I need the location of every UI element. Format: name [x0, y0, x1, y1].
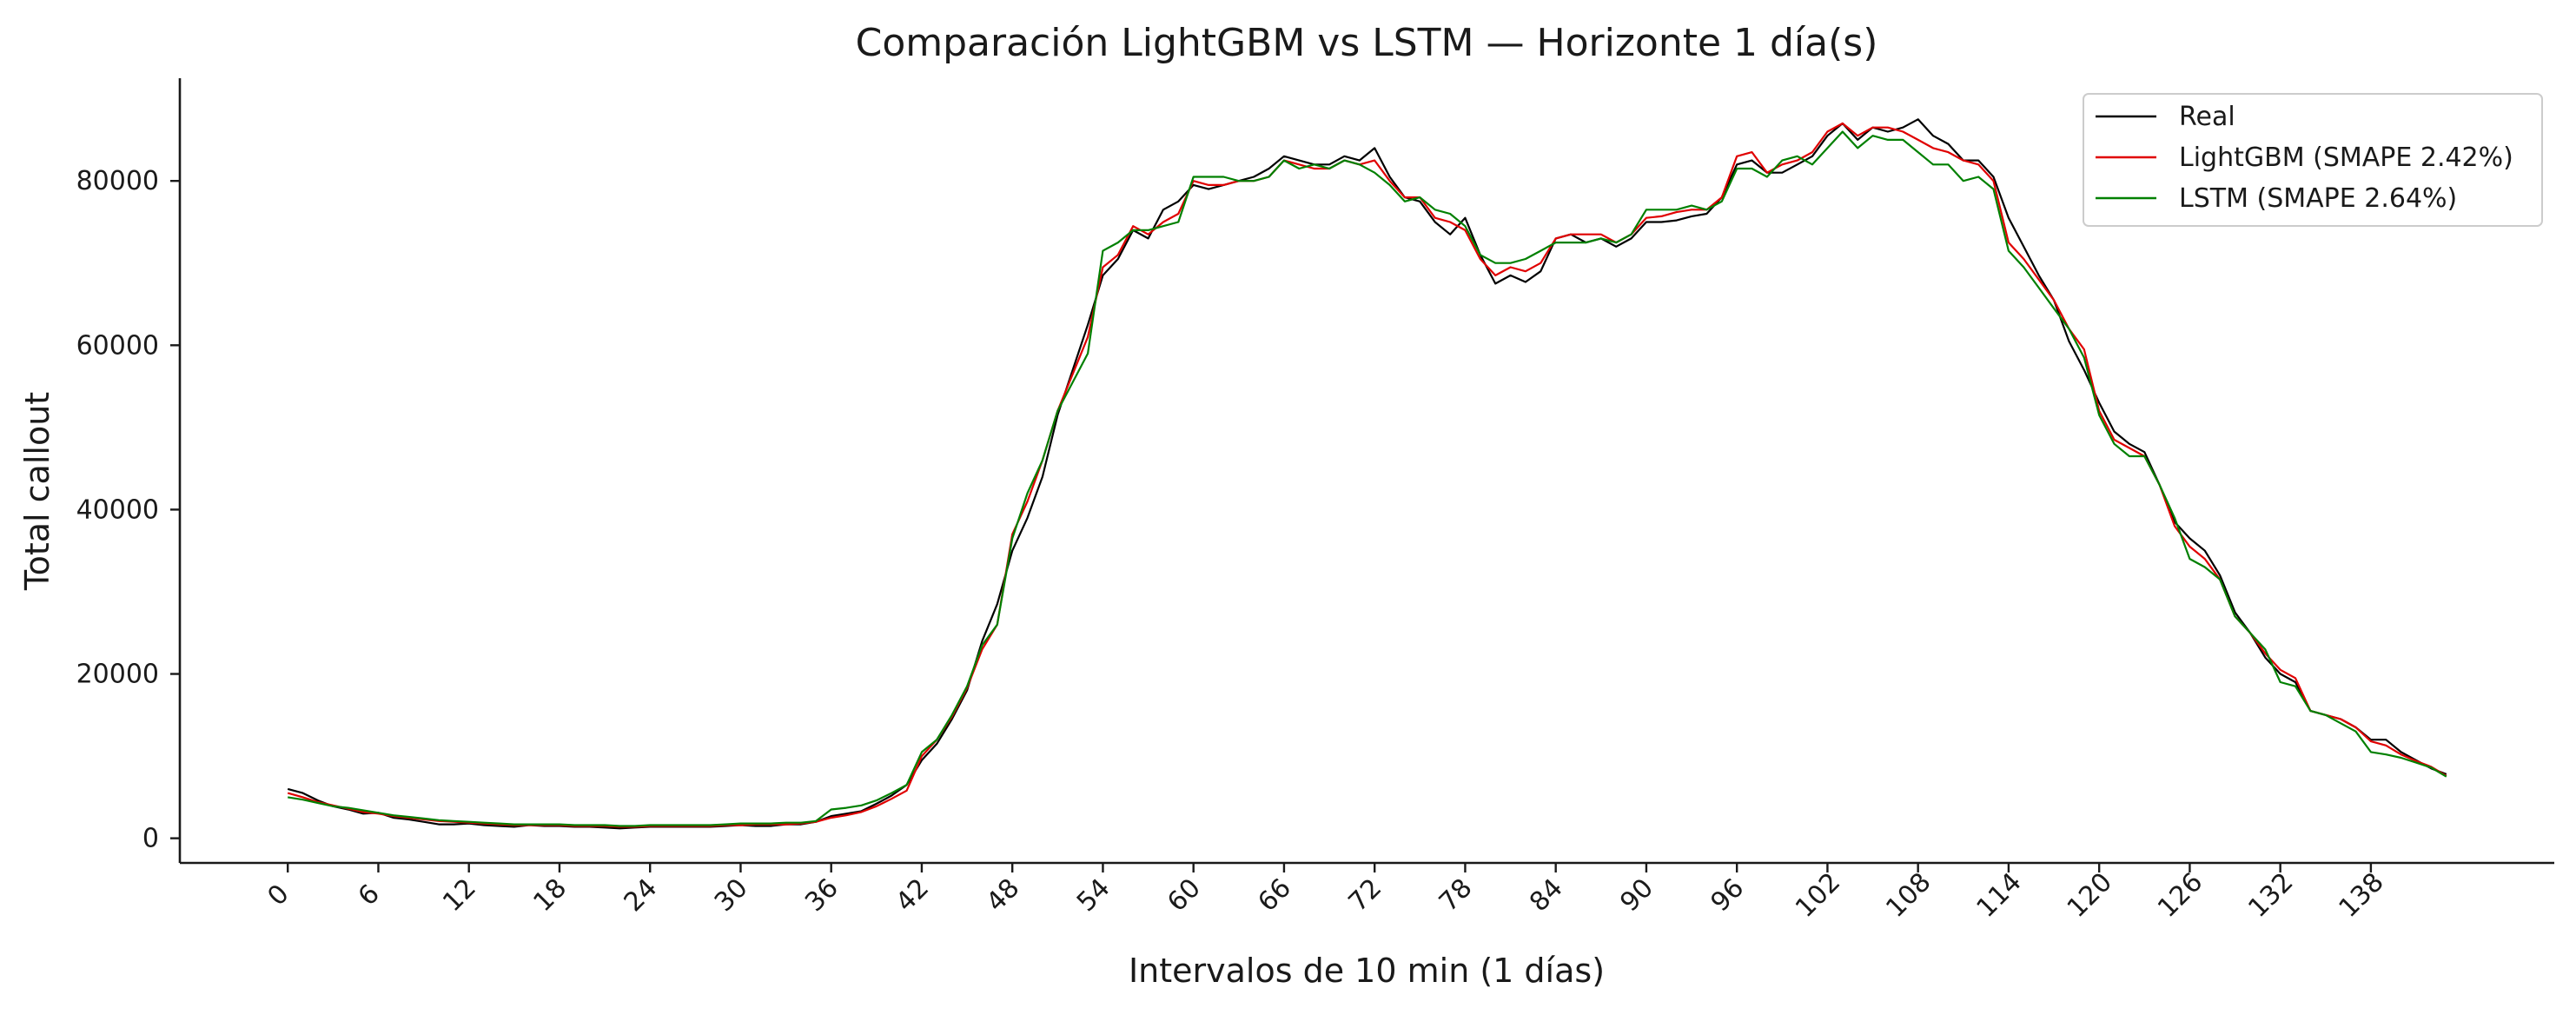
- y-axis-ticks: 0 20000 40000 60000 80000: [76, 166, 180, 854]
- x-tick-label: 60: [1162, 872, 1207, 918]
- x-axis-label: Intervalos de 10 min (1 días): [1129, 952, 1605, 990]
- y-tick-label: 0: [142, 824, 159, 854]
- x-tick-label: 120: [2062, 867, 2118, 924]
- x-tick-label: 114: [1971, 867, 2028, 924]
- y-tick-label: 20000: [76, 660, 159, 690]
- x-tick-label: 18: [527, 872, 573, 918]
- x-tick-label: 42: [890, 872, 935, 918]
- x-tick-label: 96: [1705, 872, 1751, 918]
- y-tick-label: 40000: [76, 494, 159, 525]
- x-tick-label: 0: [262, 879, 295, 912]
- legend-label: LightGBM (SMAPE 2.42%): [2179, 143, 2513, 173]
- x-tick-label: 138: [2334, 867, 2390, 924]
- x-tick-label: 72: [1343, 872, 1388, 918]
- x-tick-label: 12: [437, 872, 482, 918]
- x-tick-label: 54: [1071, 872, 1116, 918]
- x-tick-label: 78: [1434, 872, 1479, 918]
- series-lines: [287, 118, 2447, 830]
- x-tick-label: 30: [709, 872, 754, 918]
- chart-title: Comparación LightGBM vs LSTM — Horizonte…: [856, 21, 1878, 65]
- x-tick-label: 48: [981, 872, 1026, 918]
- legend-label: Real: [2179, 102, 2235, 132]
- y-tick-label: 60000: [76, 330, 159, 361]
- x-tick-label: 84: [1524, 872, 1569, 918]
- x-tick-label: 90: [1614, 872, 1659, 918]
- y-axis-label: Total callout: [18, 392, 56, 591]
- legend-frame: [2083, 93, 2543, 227]
- x-tick-label: 102: [1790, 867, 1846, 924]
- x-tick-label: 6: [353, 879, 386, 912]
- x-axis-ticks: 0 6 12 18 24 30 36 42 48 54 60 66 72 78 84 90 96 102 108 11…: [262, 863, 2390, 924]
- x-tick-label: 36: [799, 872, 844, 918]
- legend-label: LSTM (SMAPE 2.64%): [2179, 183, 2457, 214]
- series-line-2: [288, 130, 2447, 827]
- series-line-1: [287, 122, 2447, 828]
- x-tick-label: 132: [2242, 867, 2299, 924]
- legend: Real LightGBM (SMAPE 2.42%) LSTM (SMAPE 2.…: [2083, 93, 2543, 227]
- x-tick-label: 108: [1880, 867, 1937, 924]
- x-tick-label: 126: [2152, 867, 2208, 924]
- legend-entries: Real LightGBM (SMAPE 2.42%) LSTM (SMAPE 2.…: [2096, 102, 2513, 214]
- x-tick-label: 24: [619, 872, 664, 918]
- y-tick-label: 80000: [76, 166, 159, 196]
- x-tick-label: 66: [1252, 872, 1297, 918]
